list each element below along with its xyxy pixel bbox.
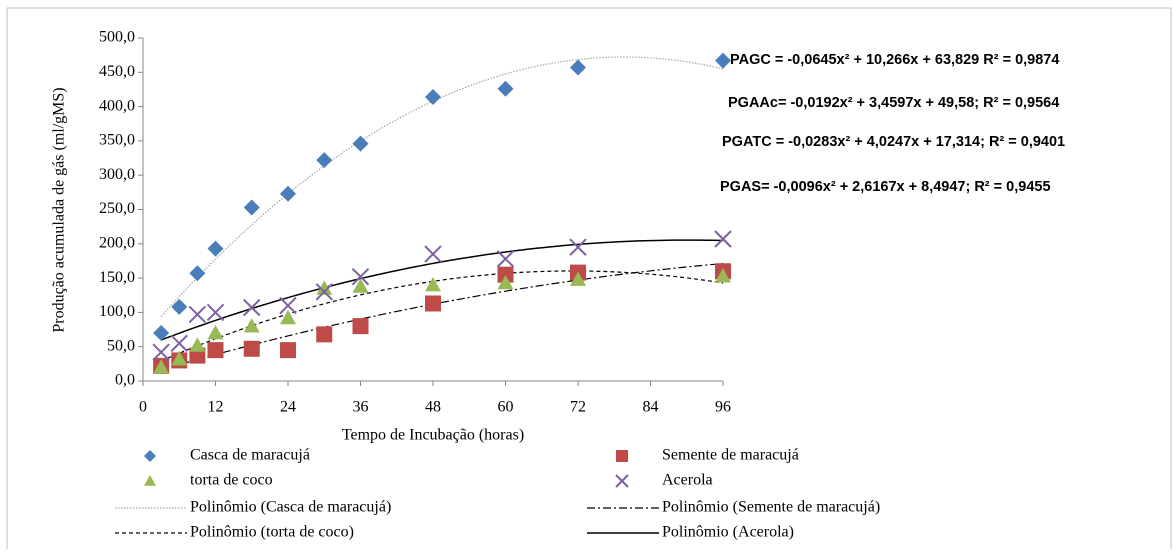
marker-cross (206, 303, 225, 322)
marker-square (425, 295, 441, 312)
trendline (160, 56, 724, 317)
marker-cross (243, 298, 261, 317)
equation-annotation: PGAS= -0,0096x² + 2,6167x + 8,4947; R² =… (720, 179, 1051, 195)
marker-square (352, 318, 369, 335)
trendline (160, 239, 724, 341)
marker-diamond (497, 80, 514, 97)
marker-diamond (207, 240, 224, 257)
x-tick-label: 0 (139, 399, 147, 416)
x-tick-label: 72 (570, 399, 586, 416)
marker-triangle (243, 318, 260, 333)
x-axis-title: Tempo de Incubação (horas) (342, 427, 524, 444)
marker-diamond (189, 265, 206, 282)
marker-triangle (171, 351, 188, 366)
y-tick-label: 350,0 (99, 132, 135, 149)
marker-cross (569, 238, 587, 256)
marker-triangle (497, 274, 514, 290)
x-tick-label: 96 (715, 399, 731, 416)
x-tick-label: 12 (208, 399, 224, 416)
y-axis-title: Produção acumulada de gás (ml/gMS) (51, 87, 68, 332)
marker-triangle (352, 278, 369, 293)
equation-annotation: PAGC = -0,0645x² + 10,266x + 63,829 R² =… (730, 52, 1059, 68)
marker-square (243, 340, 260, 357)
legend-label: Polinômio (Semente de maracujá) (662, 499, 880, 516)
legend-label: Polinômio (Acerola) (662, 524, 794, 541)
marker-triangle (570, 271, 586, 286)
y-tick-label: 250,0 (99, 200, 135, 217)
x-tick-label: 36 (353, 399, 369, 416)
marker-cross (279, 296, 297, 315)
y-tick-label: 100,0 (99, 303, 135, 320)
marker-triangle (715, 268, 731, 283)
y-tick-label: 500,0 (99, 29, 135, 46)
marker-square (280, 342, 296, 359)
legend-label: Polinômio (Casca de maracujá) (190, 499, 391, 516)
marker-square (316, 326, 333, 343)
x-tick-label: 84 (643, 399, 659, 416)
marker-cross (152, 343, 170, 361)
marker-cross (188, 305, 207, 324)
legend-label: torta de coco (190, 472, 273, 489)
marker-square (616, 450, 628, 462)
marker-diamond (153, 324, 170, 341)
legend-label: Semente de maracujá (662, 447, 799, 464)
equation-annotation: PGATC = -0,0283x² + 4,0247x + 17,314; R²… (722, 134, 1065, 150)
x-tick-label: 48 (425, 399, 441, 416)
marker-diamond (570, 59, 586, 76)
y-tick-label: 300,0 (99, 166, 135, 183)
y-tick-label: 50,0 (107, 337, 135, 354)
marker-cross (315, 283, 333, 301)
y-tick-label: 0,0 (115, 372, 135, 389)
marker-triangle (153, 359, 170, 374)
marker-triangle (189, 337, 206, 352)
legend-label: Polinômio (torta de coco) (190, 524, 354, 541)
chart-frame (6, 7, 1172, 554)
marker-triangle (316, 280, 333, 295)
marker-diamond (316, 152, 333, 169)
marker-triangle (280, 309, 296, 325)
marker-triangle (207, 324, 224, 340)
y-tick-label: 400,0 (99, 97, 135, 114)
marker-square (207, 342, 224, 359)
y-tick-label: 450,0 (99, 63, 135, 80)
marker-cross (615, 474, 629, 488)
marker-cross (714, 230, 732, 248)
marker-cross (170, 334, 188, 352)
marker-cross (351, 268, 370, 286)
marker-diamond (280, 185, 296, 202)
marker-square (497, 266, 514, 283)
marker-diamond (715, 52, 731, 69)
x-tick-label: 60 (498, 399, 514, 416)
x-tick-label: 24 (280, 399, 296, 416)
legend-label: Acerola (662, 472, 713, 489)
marker-cross (424, 245, 442, 263)
equation-annotation: PGAAc= -0,0192x² + 3,4597x + 49,58; R² =… (728, 95, 1059, 111)
y-tick-label: 150,0 (99, 269, 135, 286)
marker-diamond (425, 88, 441, 105)
y-tick-label: 200,0 (99, 234, 135, 251)
marker-cross (496, 250, 515, 268)
marker-diamond (243, 199, 260, 216)
marker-triangle (144, 475, 156, 486)
marker-diamond (171, 298, 188, 315)
marker-triangle (425, 276, 441, 292)
marker-diamond (352, 135, 369, 152)
marker-diamond (144, 450, 156, 462)
legend-label: Casca de maracujá (190, 447, 310, 464)
